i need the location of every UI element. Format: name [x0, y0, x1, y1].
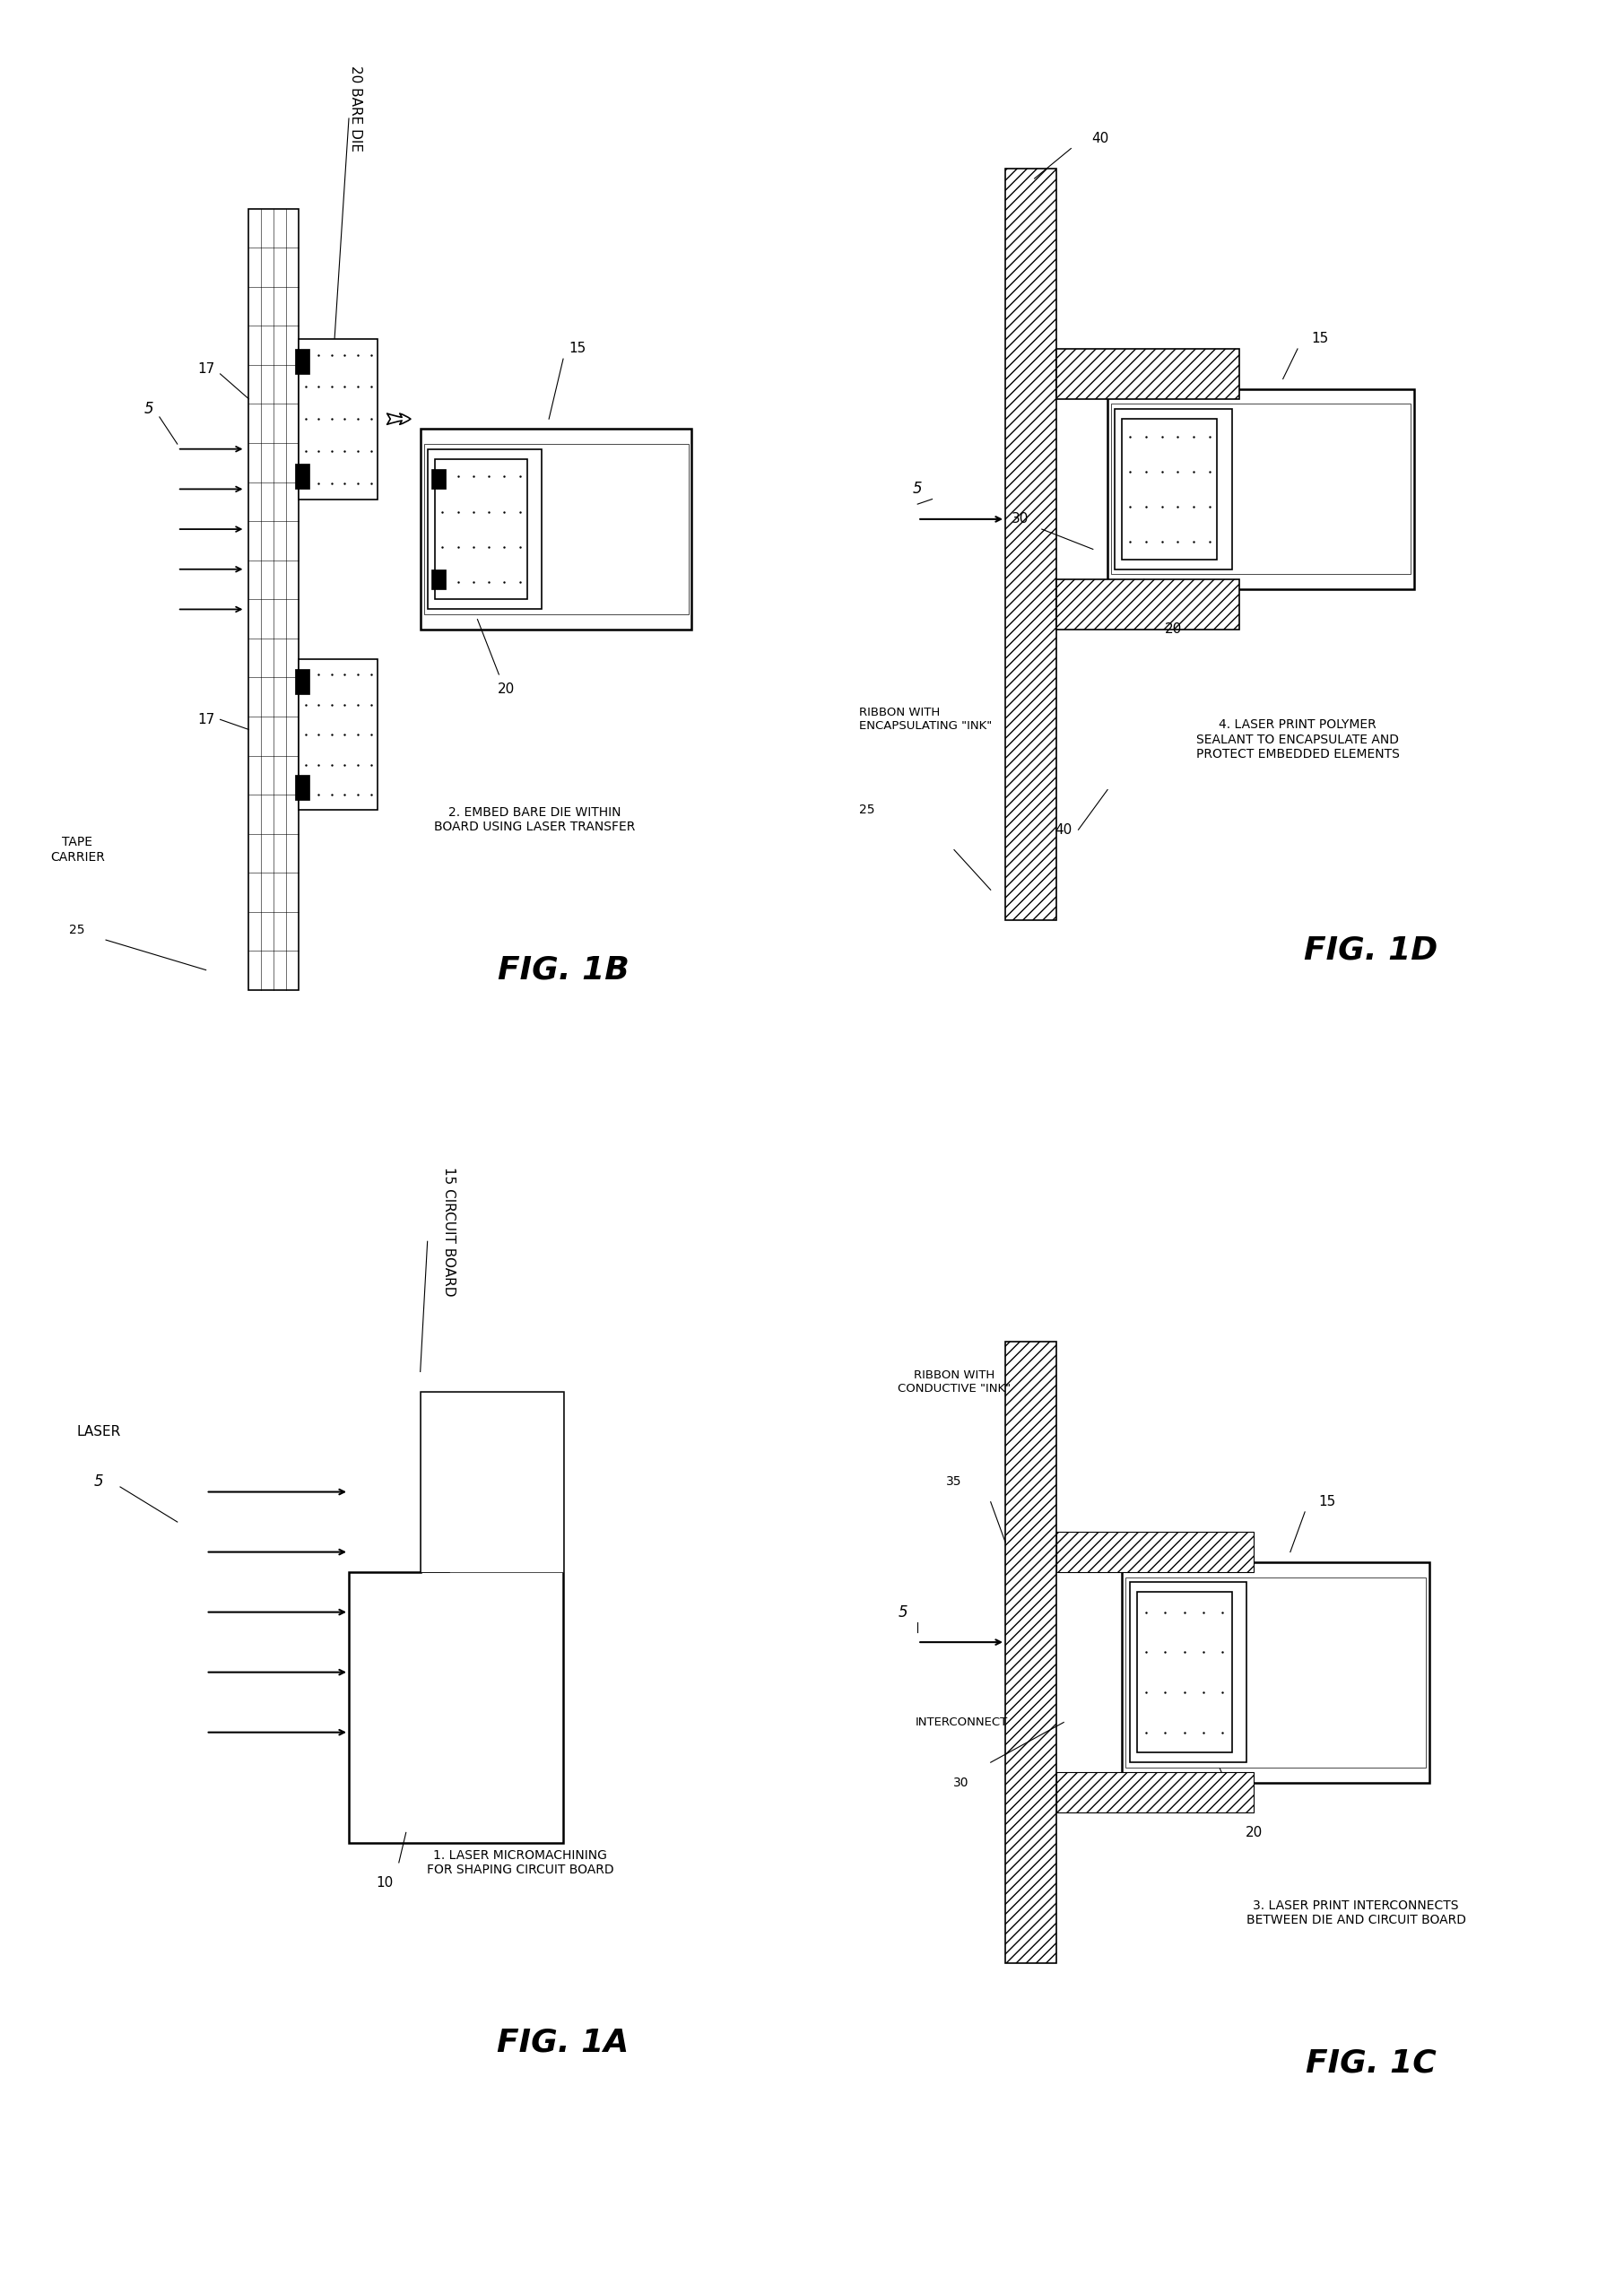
- Text: 25: 25: [70, 924, 84, 936]
- Text: 5: 5: [145, 401, 154, 417]
- Bar: [430, 469, 445, 490]
- Text: 20: 20: [1246, 1826, 1262, 1840]
- Bar: [1111, 403, 1411, 574]
- Text: 25: 25: [859, 804, 875, 815]
- Text: 4. LASER PRINT POLYMER
SEALANT TO ENCAPSULATE AND
PROTECT EMBEDDED ELEMENTS: 4. LASER PRINT POLYMER SEALANT TO ENCAPS…: [1195, 720, 1400, 761]
- Bar: [1057, 348, 1239, 398]
- Bar: [296, 669, 310, 694]
- Bar: [421, 428, 692, 628]
- Bar: [430, 569, 445, 590]
- Text: 10: 10: [375, 1876, 393, 1890]
- Polygon shape: [349, 1391, 564, 1842]
- Text: 15: 15: [1319, 1496, 1335, 1510]
- Bar: [435, 460, 528, 599]
- Bar: [421, 1391, 564, 1571]
- Text: 17: 17: [197, 713, 214, 726]
- Text: RIBBON WITH
ENCAPSULATING "INK": RIBBON WITH ENCAPSULATING "INK": [859, 706, 992, 733]
- Text: FIG. 1A: FIG. 1A: [497, 2029, 628, 2058]
- Text: RIBBON WITH
CONDUCTIVE "INK": RIBBON WITH CONDUCTIVE "INK": [898, 1368, 1010, 1394]
- Bar: [1122, 419, 1218, 560]
- Bar: [299, 660, 377, 811]
- Text: 30: 30: [1012, 512, 1028, 526]
- Bar: [1130, 1583, 1247, 1762]
- Bar: [248, 209, 299, 990]
- Text: TAPE
CARRIER: TAPE CARRIER: [50, 836, 104, 863]
- Bar: [1114, 410, 1233, 569]
- Text: 15 CIRCUIT BOARD: 15 CIRCUIT BOARD: [442, 1166, 456, 1296]
- Text: 20 BARE DIE: 20 BARE DIE: [349, 66, 362, 153]
- Text: 40: 40: [1056, 822, 1072, 836]
- Text: 20: 20: [1164, 622, 1182, 635]
- Text: 5: 5: [94, 1473, 104, 1489]
- Text: 30: 30: [953, 1776, 970, 1790]
- Bar: [1057, 1532, 1254, 1571]
- Bar: [296, 465, 310, 490]
- Bar: [1057, 1772, 1254, 1812]
- Bar: [1122, 1562, 1429, 1783]
- Text: 1. LASER MICROMACHINING
FOR SHAPING CIRCUIT BOARD: 1. LASER MICROMACHINING FOR SHAPING CIRC…: [427, 1849, 614, 1876]
- Text: FIG. 1B: FIG. 1B: [497, 954, 628, 986]
- Bar: [1005, 168, 1057, 920]
- Bar: [296, 348, 310, 373]
- Text: FIG. 1D: FIG. 1D: [1304, 936, 1437, 965]
- Text: INTERCONNECT: INTERCONNECT: [914, 1717, 1009, 1728]
- Bar: [1057, 578, 1239, 628]
- Text: 5: 5: [913, 480, 922, 496]
- Bar: [424, 444, 689, 615]
- Bar: [299, 339, 377, 499]
- Text: 15: 15: [568, 342, 586, 355]
- Text: LASER: LASER: [76, 1425, 120, 1439]
- Bar: [1137, 1592, 1231, 1753]
- Text: FIG. 1C: FIG. 1C: [1306, 2047, 1436, 2079]
- Text: 17: 17: [197, 362, 214, 376]
- Bar: [296, 774, 310, 799]
- Text: 20: 20: [497, 683, 515, 697]
- Bar: [1005, 1341, 1057, 1963]
- Bar: [427, 449, 542, 610]
- Text: 3. LASER PRINT INTERCONNECTS
BETWEEN DIE AND CIRCUIT BOARD: 3. LASER PRINT INTERCONNECTS BETWEEN DIE…: [1246, 1899, 1466, 1926]
- Text: 5: 5: [898, 1603, 908, 1621]
- Text: 15: 15: [1311, 332, 1328, 346]
- Text: 35: 35: [947, 1475, 961, 1489]
- Text: 2. EMBED BARE DIE WITHIN
BOARD USING LASER TRANSFER: 2. EMBED BARE DIE WITHIN BOARD USING LAS…: [434, 806, 635, 833]
- Bar: [1108, 389, 1415, 590]
- Text: 40: 40: [1091, 132, 1109, 146]
- Bar: [1125, 1578, 1426, 1767]
